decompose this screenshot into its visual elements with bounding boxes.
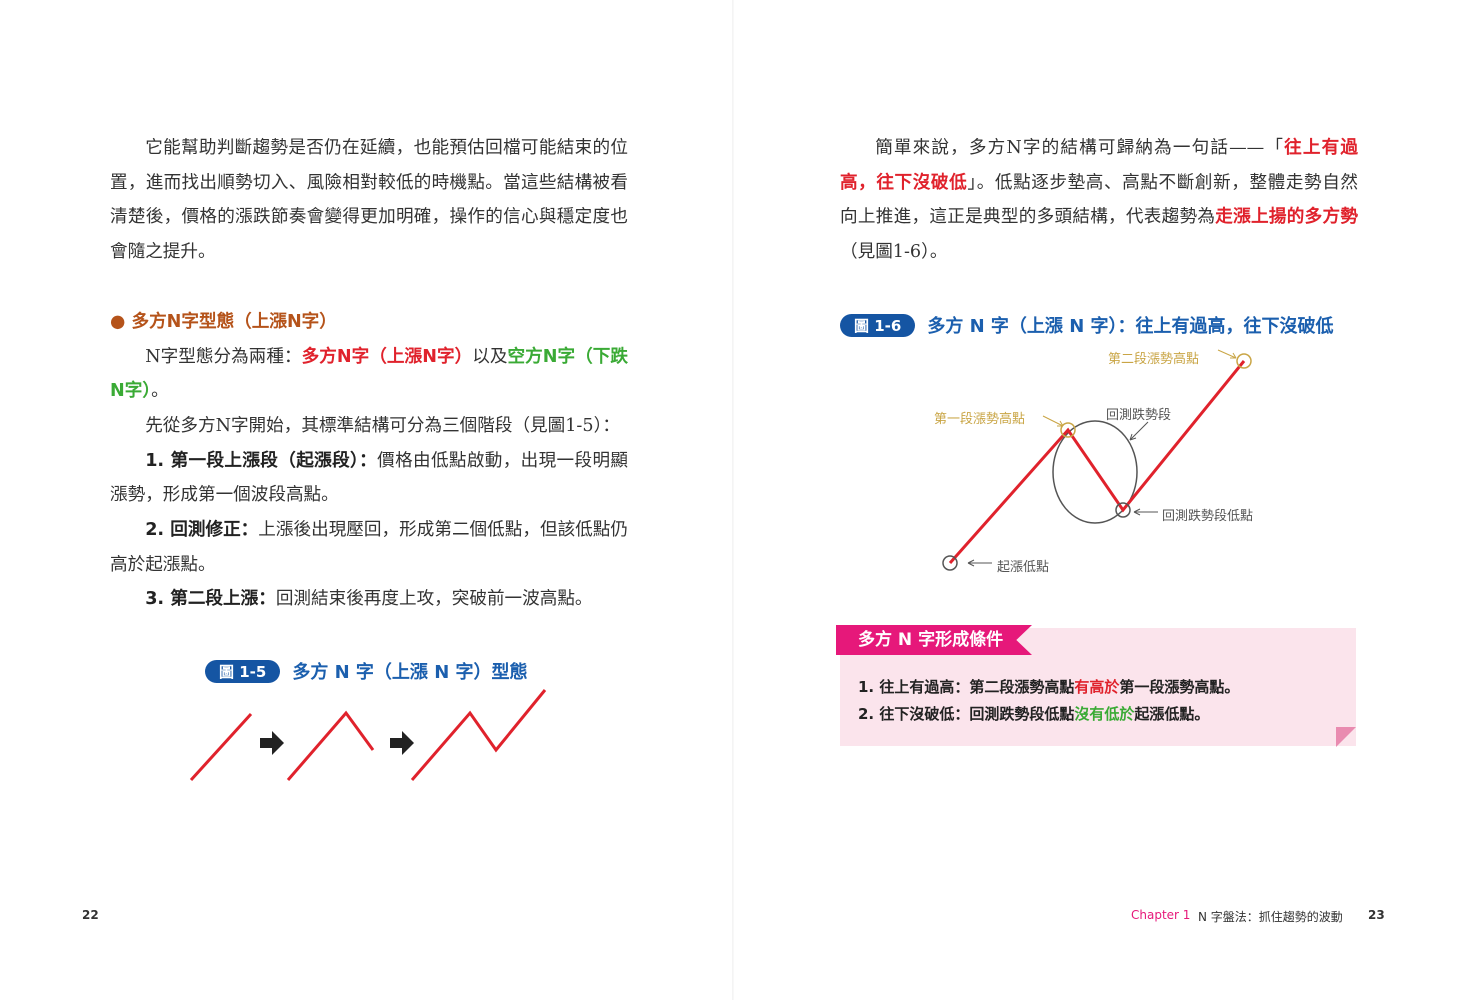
condition-item: 1. 往上有過高：第二段漲勢高點有高於第一段漲勢高點。: [858, 674, 1239, 701]
highlight-phrase: 往上有過高，往下沒破低: [840, 138, 1358, 193]
section-heading: ● 多方N字型態（上漲N字）: [110, 311, 337, 332]
text: 第一段漲勢高點。: [1119, 678, 1240, 696]
stage-1-line: [189, 712, 253, 782]
text: N字型態分為兩種：: [145, 346, 302, 367]
figure-caption: 多方 N 字（上漲 N 字）：往上有過高，往下沒破低: [927, 316, 1334, 337]
item-title: 2. 回測修正：: [145, 520, 259, 541]
start-low-marker: [942, 555, 958, 571]
highlight: 沒有低於: [1074, 705, 1135, 723]
paragraph: 它能幫助判斷趨勢是否仍在延續，也能預估回檔可能結束的位置，進而找出順勢切入、風險…: [110, 138, 628, 263]
paragraph: 簡單來說，多方N字的結構可歸納為一句話——「往上有過高，往下沒破低」。低點逐步墊…: [840, 131, 1358, 270]
figure-badge: 圖 1-5: [205, 659, 281, 683]
footer-chapter: Chapter 1: [1131, 908, 1191, 922]
text: 簡單來說，多方N字的結構可歸納為一句話——「: [875, 138, 1285, 158]
figure-caption: 多方 N 字（上漲 N 字）型態: [292, 662, 528, 683]
arrow-icon: [967, 559, 992, 567]
list-item: 3. 第二段上漲：回測結束後再度上攻，突破前一波高點。: [110, 582, 628, 617]
figure-1-6-title: 圖 1-6 多方 N 字（上漲 N 字）：往上有過高，往下沒破低: [840, 312, 1334, 338]
text: 2. 往下沒破低：回測跌勢段低點: [858, 705, 1075, 723]
text: 」。低點逐步墊高、高點不斷創新，整體走勢自然向上推進，這正是典型的多頭結構，代表…: [840, 172, 1358, 228]
highlight-bearish: 空方N字（下跌N字）: [110, 346, 628, 402]
figure-1-5-title: 圖 1-5 多方 N 字（上漲 N 字）型態: [205, 658, 528, 684]
label-retest-low: 回測跌勢段低點: [1162, 509, 1254, 524]
high2-marker: [1236, 353, 1252, 369]
arrow-icon: [1129, 421, 1149, 441]
label-retest: 回測跌勢段: [1106, 408, 1172, 423]
stage-2-line: [286, 710, 375, 781]
list-item: 1. 第一段上漲段（起漲段）：價格由低點啟動，出現一段明顯漲勢，形成第一個波段高…: [110, 444, 628, 513]
stage-3-line: [410, 689, 547, 781]
arrow-icon: [390, 731, 414, 755]
label-high2: 第二段漲勢高點: [1108, 352, 1200, 367]
list-item: 2. 回測修正：上漲後出現壓回，形成第二個低點，但該低點仍高於起漲點。: [110, 513, 628, 582]
item-text: 價格由低點啟動，出現一段明顯漲勢，形成第一個波段高點。: [110, 450, 628, 506]
page-number-right: 23: [1368, 908, 1385, 922]
n-pattern-line: [948, 360, 1246, 564]
highlight: 有高於: [1074, 678, 1120, 696]
high1-marker: [1060, 422, 1076, 438]
figure-1-6-diagram: [942, 349, 1252, 571]
figure-1-5-diagram: [189, 689, 547, 782]
item-text: 回測結束後再度上攻，突破前一波高點。: [275, 589, 593, 610]
retest-low-marker: [1115, 502, 1131, 518]
item-title: 1. 第一段上漲段（起漲段）：: [145, 450, 378, 471]
page-gutter: [732, 0, 734, 1000]
footer-chapter-title: N 字盤法：抓住趨勢的波動: [1198, 910, 1343, 924]
text: 以及: [472, 346, 508, 367]
conditions-box-title: 多方 N 字形成條件: [836, 625, 1032, 655]
text: 1. 往上有過高：第二段漲勢高點: [858, 678, 1075, 696]
item-title: 3. 第二段上漲：: [145, 589, 276, 610]
paragraph: N字型態分為兩種：多方N字（上漲N字）以及空方N字（下跌N字）。: [110, 340, 628, 409]
paragraph: 先從多方N字開始，其標準結構可分為三個階段（見圖1-5）：: [145, 415, 620, 436]
label-high1: 第一段漲勢高點: [934, 412, 1026, 427]
text: 。: [151, 381, 169, 402]
highlight-phrase: 走漲上揚的多方勢: [1215, 207, 1358, 228]
left-page-text: 它能幫助判斷趨勢是否仍在延續，也能預估回檔可能結束的位置，進而找出順勢切入、風險…: [110, 131, 628, 617]
item-text: 上漲後出現壓回，形成第二個低點，但該低點仍高於起漲點。: [110, 520, 628, 575]
page-number-left: 22: [82, 908, 99, 922]
text: （見圖1-6）。: [840, 242, 948, 263]
arrow-icon: [1042, 415, 1064, 427]
arrow-icon: [1217, 349, 1237, 359]
conditions-list: 1. 往上有過高：第二段漲勢高點有高於第一段漲勢高點。 2. 往下沒破低：回測跌…: [858, 674, 1239, 728]
retest-ellipse: [1052, 420, 1138, 524]
figure-badge: 圖 1-6: [840, 313, 916, 337]
arrow-icon: [1133, 508, 1158, 516]
text: 起漲低點。: [1134, 705, 1210, 723]
right-page-text: 簡單來說，多方N字的結構可歸納為一句話——「往上有過高，往下沒破低」。低點逐步墊…: [840, 131, 1358, 270]
arrow-icon: [260, 731, 284, 755]
condition-item: 2. 往下沒破低：回測跌勢段低點沒有低於起漲低點。: [858, 701, 1239, 728]
highlight-bullish: 多方N字（上漲N字）: [301, 346, 473, 367]
label-start-low: 起漲低點: [997, 560, 1050, 575]
